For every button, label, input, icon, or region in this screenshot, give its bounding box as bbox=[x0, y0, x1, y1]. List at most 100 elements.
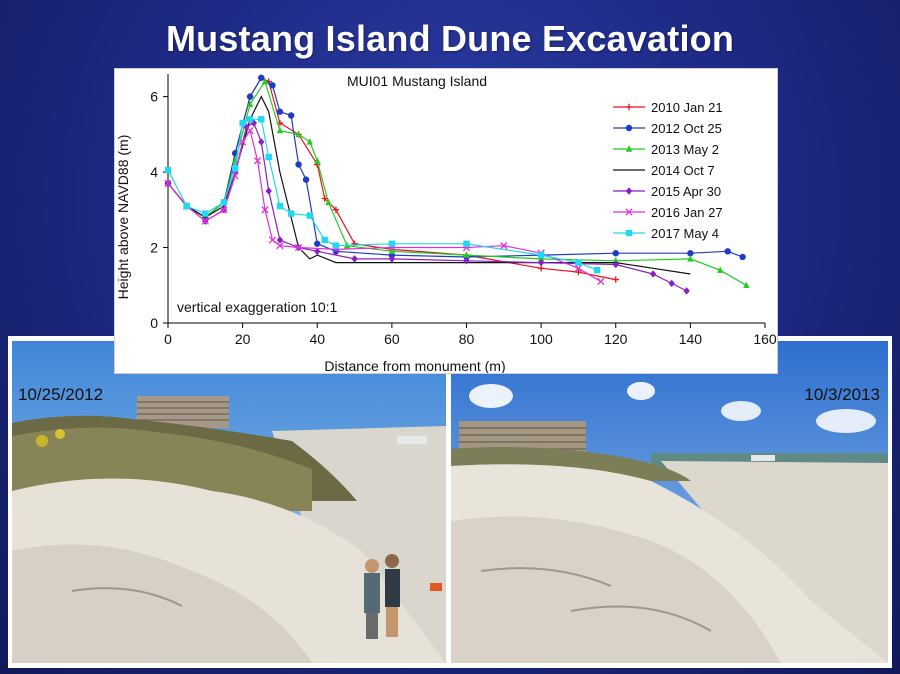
data-point bbox=[388, 240, 396, 247]
legend-marker bbox=[625, 187, 633, 195]
data-point bbox=[314, 157, 321, 164]
y-tick-label: 4 bbox=[150, 164, 158, 180]
data-point bbox=[463, 257, 470, 265]
chart-title: MUI01 Mustang Island bbox=[347, 73, 487, 89]
data-point bbox=[183, 202, 190, 210]
x-tick-label: 20 bbox=[235, 331, 251, 347]
legend-label: 2017 May 4 bbox=[651, 226, 719, 241]
data-point bbox=[612, 260, 619, 269]
legend-label: 2013 May 2 bbox=[651, 142, 719, 157]
data-point bbox=[258, 138, 265, 146]
data-point bbox=[231, 165, 239, 172]
legend-label: 2016 Jan 27 bbox=[651, 205, 723, 220]
data-point bbox=[164, 167, 172, 174]
x-tick-label: 140 bbox=[679, 331, 703, 347]
x-tick-label: 0 bbox=[164, 331, 172, 347]
data-point bbox=[739, 253, 746, 261]
data-point bbox=[668, 279, 675, 288]
data-point bbox=[202, 210, 209, 217]
data-point bbox=[238, 138, 247, 146]
x-tick-label: 40 bbox=[309, 331, 325, 347]
y-tick-label: 6 bbox=[150, 89, 158, 105]
data-point bbox=[261, 77, 269, 85]
data-point bbox=[268, 236, 277, 244]
data-point bbox=[287, 210, 295, 217]
data-point bbox=[314, 247, 321, 256]
data-point bbox=[246, 93, 254, 100]
chart-annotation: vertical exaggeration 10:1 bbox=[177, 299, 338, 315]
beach-photo-2012-image bbox=[12, 341, 446, 663]
data-point bbox=[351, 255, 358, 263]
data-point bbox=[220, 199, 228, 206]
data-point bbox=[575, 268, 582, 276]
legend-marker bbox=[625, 208, 633, 216]
data-point bbox=[574, 264, 583, 272]
data-point bbox=[724, 248, 731, 255]
legend-marker bbox=[625, 145, 633, 152]
data-point bbox=[575, 259, 582, 266]
data-point bbox=[537, 255, 545, 262]
data-point bbox=[220, 206, 228, 214]
legend-label: 2012 Oct 25 bbox=[651, 121, 722, 136]
data-point bbox=[276, 108, 284, 115]
data-point bbox=[388, 255, 396, 263]
data-point bbox=[258, 74, 265, 81]
data-point bbox=[537, 251, 545, 259]
photo-frame: 10/25/2012 bbox=[8, 336, 892, 668]
data-point bbox=[306, 212, 313, 219]
x-axis-label: Distance from monument (m) bbox=[324, 358, 505, 373]
data-point bbox=[265, 187, 272, 195]
data-point bbox=[351, 240, 358, 247]
x-tick-label: 160 bbox=[753, 331, 777, 347]
data-point bbox=[325, 198, 332, 205]
data-point bbox=[294, 243, 303, 252]
y-axis-label: Height above NAVD88 (m) bbox=[115, 135, 131, 300]
data-point bbox=[265, 153, 272, 161]
data-point bbox=[743, 281, 750, 288]
x-tick-label: 120 bbox=[604, 331, 628, 347]
data-point bbox=[321, 236, 328, 244]
legend-marker bbox=[625, 103, 633, 111]
data-point bbox=[287, 112, 295, 119]
data-point bbox=[246, 126, 254, 135]
data-point bbox=[295, 130, 302, 138]
data-point bbox=[612, 250, 619, 257]
profile-chart: 0 20 40 60 80 100 120 140 160 0 2 4 6 2010 Jan 21 201… bbox=[115, 73, 777, 373]
data-point bbox=[269, 82, 276, 89]
x-tick-label: 60 bbox=[384, 331, 400, 347]
data-point bbox=[687, 255, 694, 262]
data-point bbox=[463, 240, 470, 247]
data-point bbox=[612, 257, 619, 264]
series-line-4 bbox=[167, 122, 687, 292]
data-point bbox=[164, 179, 172, 188]
y-tick-label: 0 bbox=[150, 315, 158, 331]
x-tick-label: 100 bbox=[529, 331, 553, 347]
data-point bbox=[500, 241, 508, 250]
data-point bbox=[717, 266, 724, 273]
data-point bbox=[276, 241, 284, 250]
data-point bbox=[201, 217, 209, 225]
legend-marker bbox=[625, 124, 633, 132]
data-point bbox=[683, 287, 690, 295]
slide-title: Mustang Island Dune Excavation bbox=[165, 18, 735, 59]
data-point bbox=[276, 126, 284, 134]
data-point bbox=[302, 176, 310, 183]
data-point bbox=[463, 251, 470, 258]
beach-photo-2012: 10/25/2012 bbox=[12, 341, 446, 663]
data-point bbox=[239, 119, 246, 127]
data-point bbox=[593, 266, 601, 274]
legend-marker bbox=[625, 229, 633, 237]
photo-date-label: 10/3/2013 bbox=[804, 385, 880, 404]
y-tick-label: 2 bbox=[150, 240, 158, 256]
photo-date-label: 10/25/2012 bbox=[18, 385, 104, 404]
data-point bbox=[649, 270, 657, 278]
data-point bbox=[332, 242, 340, 249]
data-point bbox=[246, 116, 254, 123]
beach-photo-2013-image bbox=[451, 341, 888, 663]
data-point bbox=[687, 250, 694, 257]
data-point bbox=[246, 100, 254, 107]
data-point bbox=[388, 247, 396, 255]
data-point bbox=[276, 236, 284, 244]
data-point bbox=[537, 258, 545, 267]
legend-label: 2014 Oct 7 bbox=[651, 163, 715, 178]
